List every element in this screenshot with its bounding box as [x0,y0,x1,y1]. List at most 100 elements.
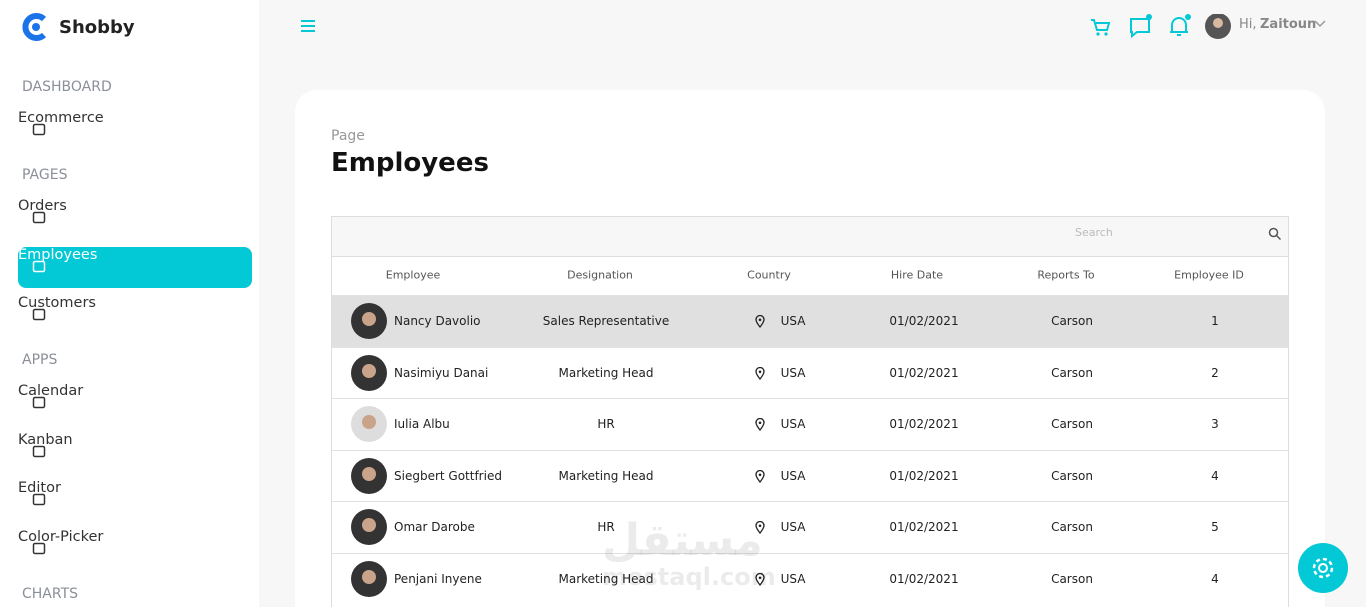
nav-label[interactable]: Ecommerce [18,110,104,126]
table-cell: 5 [1211,520,1219,534]
nav-item[interactable]: Employees [18,246,252,288]
section-title: PAGES [22,167,68,183]
table-cell: 4 [1211,468,1219,483]
table-cell: Marketing Head [558,468,654,483]
nav-label[interactable]: Calendar [18,383,84,399]
table-cell: 4 [1211,571,1219,586]
nav-icon [32,211,46,224]
table-cell: 3 [1211,417,1219,431]
avatar [351,406,387,442]
watermark: مستقل [602,515,763,566]
table-cell: USA [780,468,806,483]
table-row[interactable]: Iulia Albu HR USA 01/02/2021 Carson 3 [332,398,1288,450]
menu-button[interactable] [300,18,316,38]
nav-item[interactable]: Kanban [18,432,252,473]
table-cell: USA [780,314,806,328]
avatar [351,509,387,545]
avatar [351,457,387,494]
table-row[interactable]: Penjani Inyene Marketing Head USA 01/02/202… [332,552,1288,605]
table-row[interactable]: Omar Darobe HR USA 01/02/2021 Carson 5 [332,501,1288,553]
nav-item[interactable]: Customers [18,295,252,336]
table-cell: 1 [1211,314,1219,328]
table-cell: 01/02/2021 [889,571,959,586]
chevron[interactable] [1314,20,1326,28]
column-header[interactable]: Reports To [1037,268,1095,282]
table-cell: 01/02/2021 [889,468,959,483]
nav-item[interactable]: Orders [18,198,252,239]
nav-icon [32,542,46,554]
avatar [351,560,387,597]
table-row[interactable]: Siegbert Gottfried Marketing Head USA 01/02… [332,449,1288,502]
location-icon [755,469,765,483]
table-cell: 01/02/2021 [889,314,959,328]
nav-item[interactable]: Ecommerce [18,110,252,151]
table-cell: USA [780,571,806,586]
table-cell: Carson [1051,314,1093,328]
employee-name: Penjani Inyene [394,571,482,586]
page-title: Employees [331,148,489,178]
table-cell: Carson [1051,468,1093,483]
settings-button[interactable] [1298,543,1348,593]
column-header[interactable]: Employee ID [1174,268,1244,282]
table-row[interactable]: Nancy Davolio Sales Representative USA 01/0… [332,295,1288,347]
table-cell: HR [597,417,615,431]
nav-icon [32,308,46,321]
sidebar: Shobby DASHBOARD Ecommerce PAGES Orders Empl… [0,0,259,607]
user-name[interactable]: Zaitoun [1260,17,1317,32]
table-cell: Carson [1051,365,1093,380]
nav-item[interactable]: Calendar [18,383,252,424]
nav-label[interactable]: Color-Picker [18,528,104,545]
greeting: Hi, [1239,17,1257,32]
nav-icon [32,493,46,506]
location-icon [755,315,765,328]
table-cell: 2 [1211,365,1219,380]
table-cell: Marketing Head [558,365,654,380]
location-icon [755,572,765,586]
section-title: DASHBOARD [22,79,112,95]
logo [22,13,47,41]
nav-item[interactable]: Color-Picker [18,529,252,570]
table-cell: Carson [1051,571,1093,586]
employee-name: Omar Darobe [394,520,475,534]
search-icon[interactable] [1268,227,1282,241]
location-icon [755,418,765,431]
table-cell: USA [780,417,806,431]
column-header[interactable]: Designation [567,268,633,282]
location-icon [755,366,765,380]
search-input[interactable]: Search [1075,226,1113,239]
nav-label[interactable]: Customers [18,295,96,311]
employee-name: Siegbert Gottfried [394,468,502,483]
nav-item[interactable]: Editor [18,480,252,521]
avatar [351,303,387,339]
location-icon [755,521,765,534]
nav-icon [32,123,46,136]
employee-name: Nasimiyu Danai [394,365,489,380]
employee-name: Iulia Albu [394,417,450,431]
table-cell: Marketing Head [558,571,654,586]
table-cell: HR [597,520,615,534]
avatar [351,354,387,391]
table-row[interactable]: Nasimiyu Danai Marketing Head USA 01/02/202… [332,346,1288,399]
table-cell: Sales Representative [542,314,670,328]
table-cell: USA [780,365,806,380]
table: Search Employee Designation Country Hire Da… [331,216,1289,607]
nav-label[interactable]: Kanban [18,431,73,448]
section-title: APPS [22,352,58,368]
nav-label[interactable]: Orders [18,198,67,214]
employee-name: Nancy Davolio [394,314,481,328]
page-subtitle: Page [331,128,365,144]
column-header[interactable]: Employee [385,268,441,282]
table-cell: 01/02/2021 [889,365,959,380]
nav-icon [32,396,46,409]
table-cell: 01/02/2021 [889,520,959,534]
watermark: mostaql.com [602,563,776,591]
column-header[interactable]: Hire Date [890,268,944,282]
nav-label[interactable]: Editor [18,480,61,496]
nav-label[interactable]: Employees [18,246,98,263]
column-header[interactable]: Country [747,268,791,282]
nav-icon [32,260,46,272]
brand: Shobby [59,17,135,38]
header-icons[interactable] [1088,14,1238,42]
